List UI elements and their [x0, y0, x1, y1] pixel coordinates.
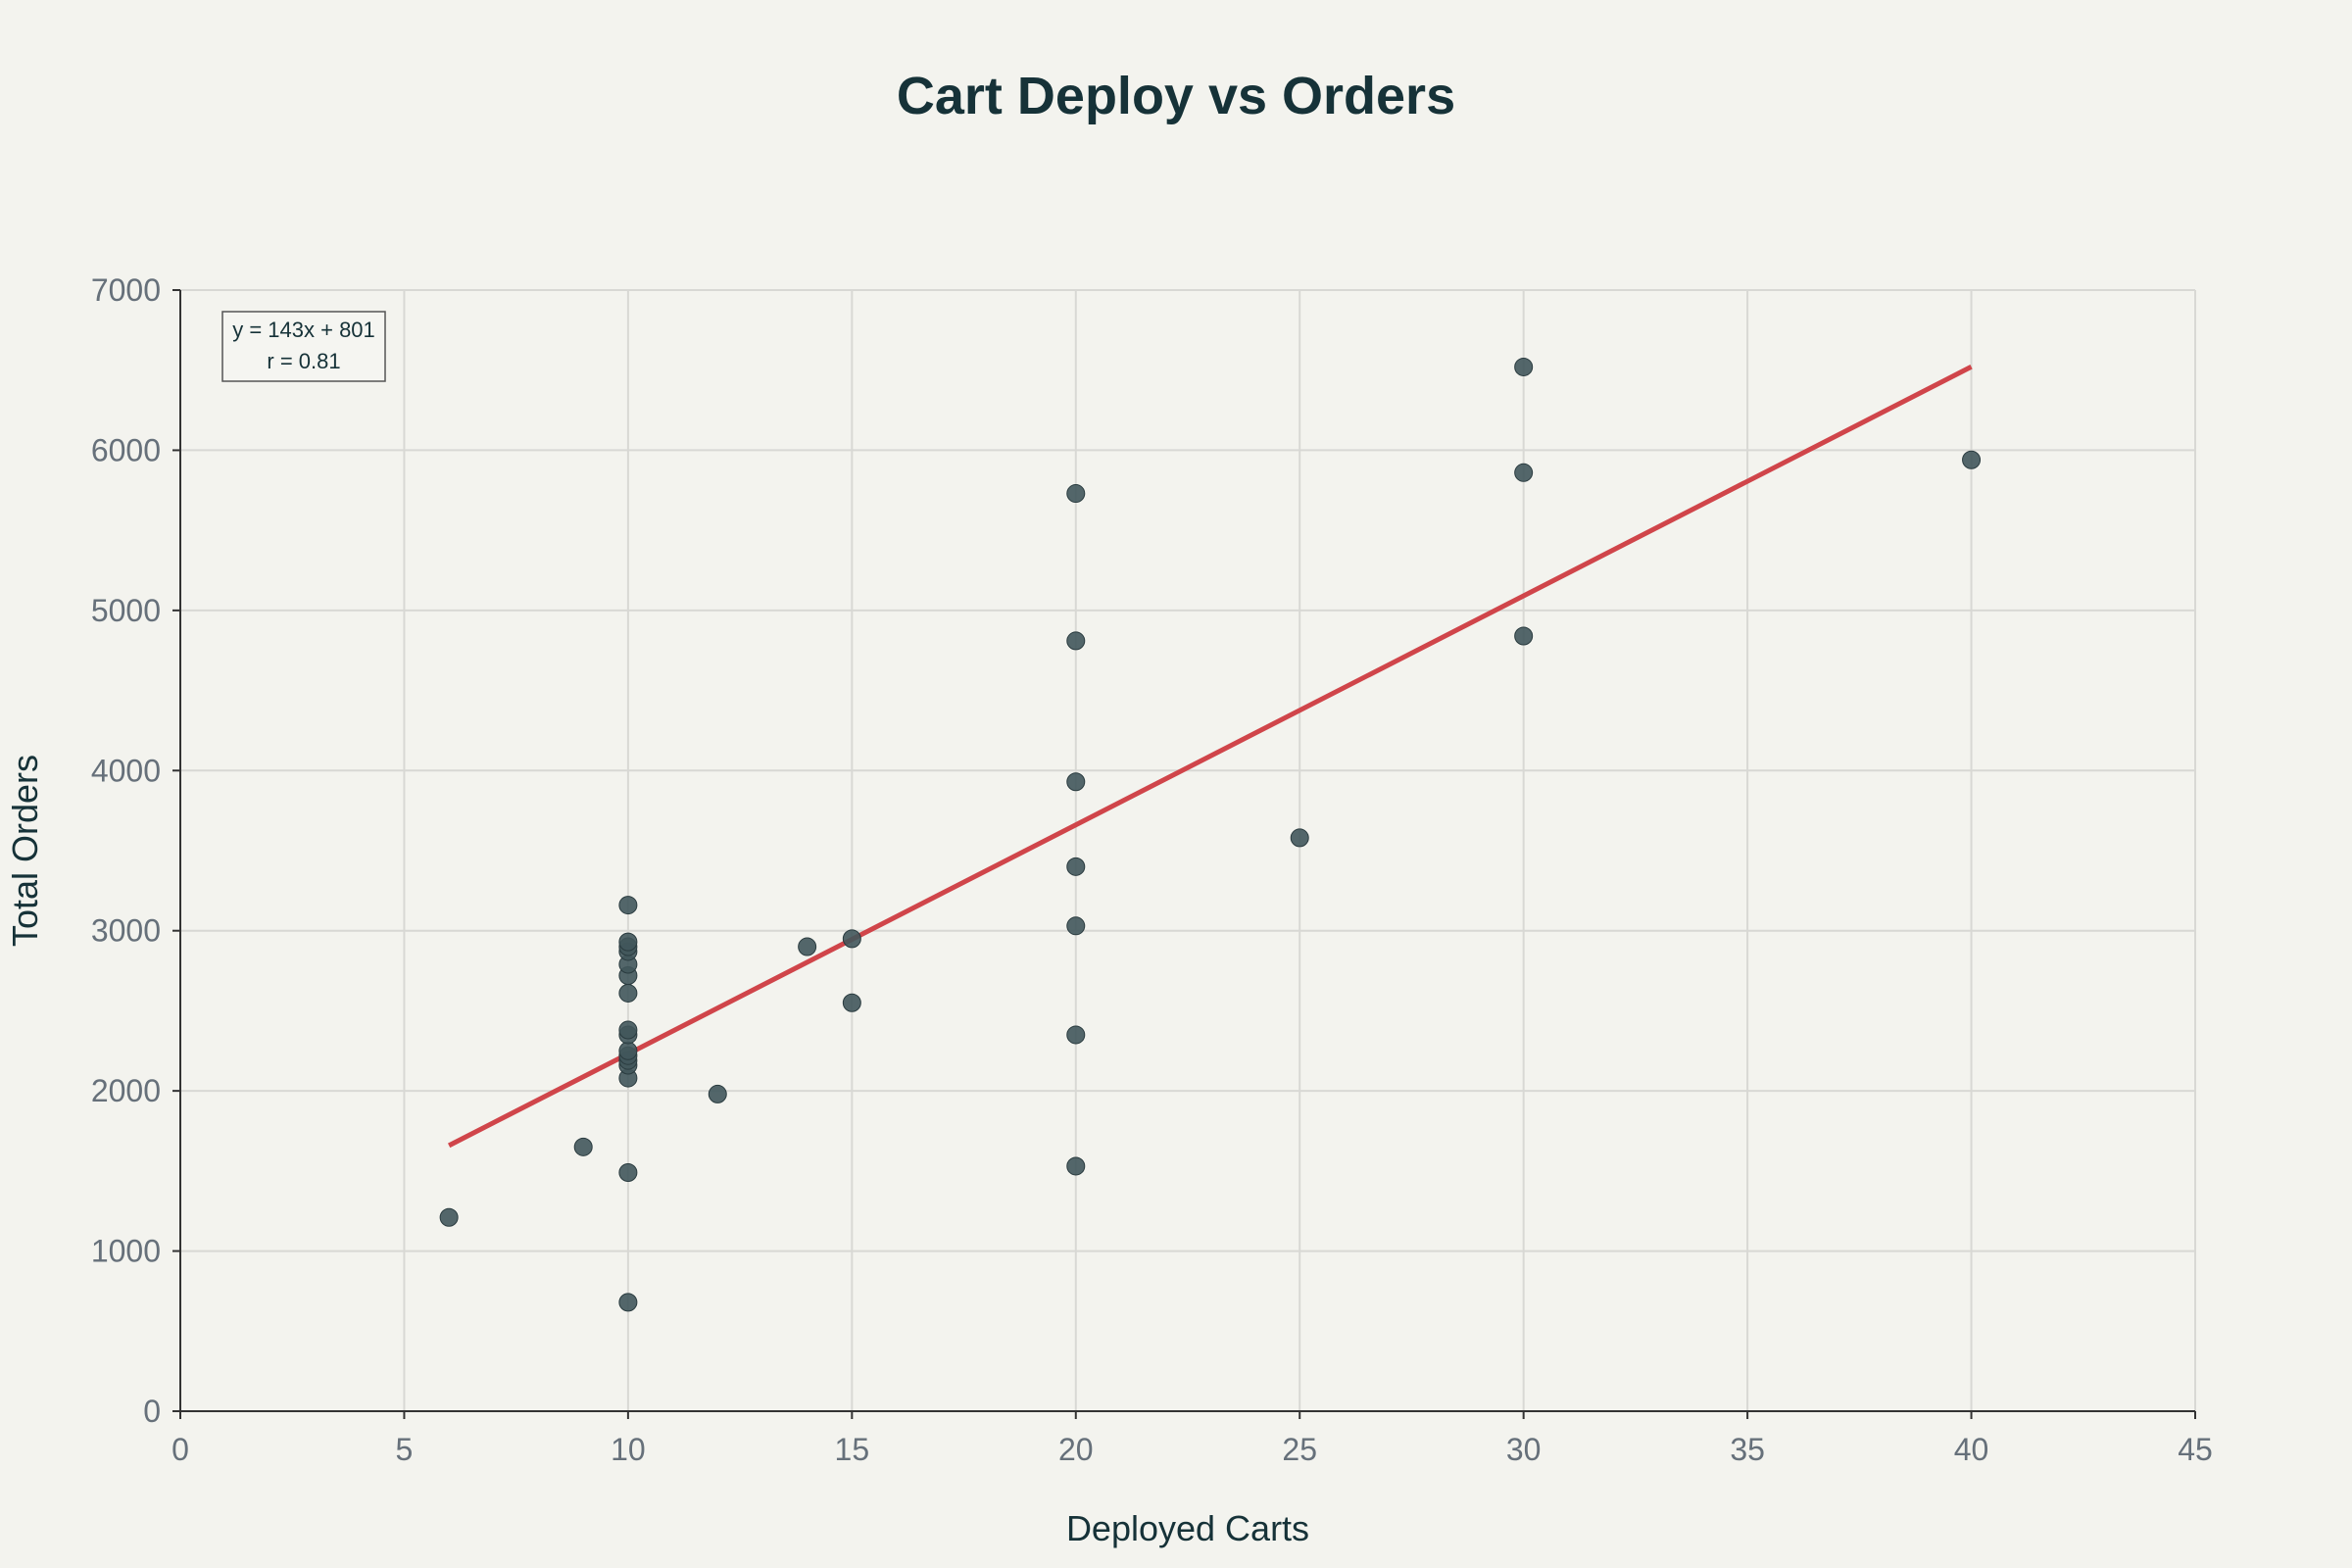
annotation-group: y = 143x + 801 r = 0.81	[221, 311, 386, 382]
y-tick-label: 2000	[91, 1073, 161, 1108]
data-point	[1066, 857, 1086, 876]
data-point	[1066, 484, 1086, 504]
grid	[180, 289, 2196, 1411]
data-point	[798, 937, 817, 956]
data-point	[842, 993, 861, 1012]
x-axis-title: Deployed Carts	[1066, 1508, 1309, 1548]
points-group	[439, 357, 1982, 1312]
data-point	[618, 1162, 638, 1182]
x-tick-label: 0	[172, 1432, 189, 1467]
x-tick-label: 30	[1506, 1432, 1542, 1467]
y-tick-label: 5000	[91, 593, 161, 628]
data-point	[1066, 772, 1086, 792]
data-point	[1066, 631, 1086, 651]
data-point	[1962, 450, 1982, 469]
data-point	[1514, 626, 1534, 646]
data-point	[618, 1293, 638, 1312]
data-point	[1066, 1025, 1086, 1045]
data-point	[708, 1084, 727, 1103]
data-point	[1514, 463, 1534, 482]
tick-labels: 0 5 10 15 20 25 30 35 40 45 0 1000 2000 3000 4000 5000 6…	[91, 272, 2213, 1467]
x-tick-label: 40	[1954, 1432, 1989, 1467]
y-tick-label: 7000	[91, 272, 161, 308]
data-point	[1066, 916, 1086, 936]
y-tick-label: 1000	[91, 1234, 161, 1269]
data-point	[618, 896, 638, 915]
data-point	[618, 932, 638, 952]
annotation-box	[221, 311, 386, 382]
data-point	[1066, 1156, 1086, 1176]
data-point	[1514, 357, 1534, 376]
data-point	[573, 1137, 593, 1156]
x-tick-label: 45	[2178, 1432, 2213, 1467]
trendline-group	[447, 365, 1973, 1149]
data-point	[1290, 828, 1309, 848]
x-tick-label: 35	[1730, 1432, 1765, 1467]
data-point	[439, 1207, 459, 1227]
y-axis-title: Total Orders	[5, 755, 45, 947]
x-tick-label: 15	[835, 1432, 870, 1467]
y-tick-label: 4000	[91, 753, 161, 788]
y-tick-label: 3000	[91, 913, 161, 949]
annotation-equation: y = 143x + 801	[232, 318, 375, 342]
data-point	[618, 1041, 638, 1060]
y-tick-label: 0	[143, 1394, 161, 1429]
axes	[172, 289, 2196, 1419]
data-point	[618, 1020, 638, 1040]
annotation-correlation: r = 0.81	[267, 349, 340, 373]
x-tick-label: 5	[396, 1432, 414, 1467]
y-tick-label: 6000	[91, 432, 161, 467]
x-tick-label: 25	[1282, 1432, 1317, 1467]
trendline	[447, 365, 1973, 1149]
data-point	[842, 929, 861, 949]
data-point	[618, 983, 638, 1003]
x-tick-label: 20	[1058, 1432, 1094, 1467]
chart-title: Cart Deploy vs Orders	[897, 67, 1455, 125]
x-tick-label: 10	[611, 1432, 646, 1467]
